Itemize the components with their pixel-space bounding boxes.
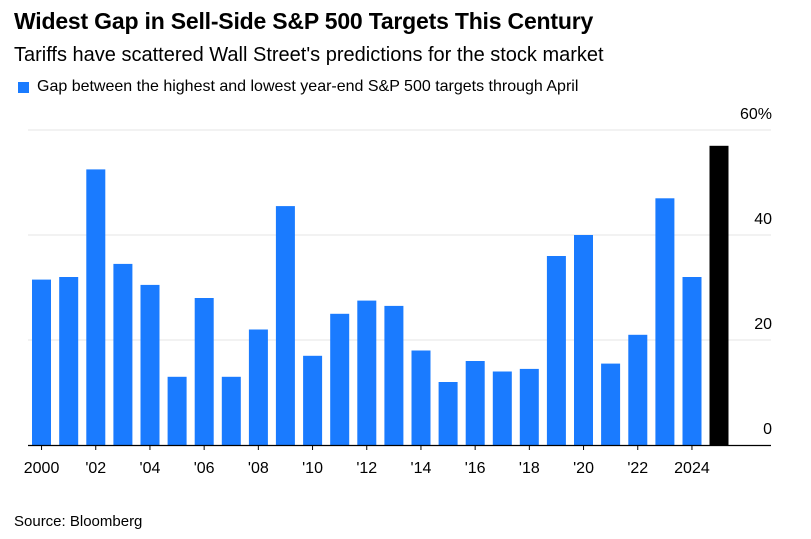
x-tick-label: '04 [140,460,161,477]
bar-2019 [546,256,566,445]
legend-swatch [18,81,29,93]
bar-2005 [167,376,187,446]
bar-2025 [709,145,729,446]
bar-2015 [438,382,458,445]
legend: Gap between the highest and lowest year-… [18,78,578,96]
bar-2008 [248,329,268,445]
bar-2020 [574,235,593,445]
bar-2011 [330,313,350,446]
bar-2000 [32,279,51,445]
y-tick-label: 20 [754,316,772,333]
x-tick-label: 2000 [24,460,60,477]
bar-2021 [601,363,621,445]
x-tick-label: '12 [356,460,377,477]
bar-chart: 2000'02'04'06'08'10'12'14'16'18'20'22 202… [24,106,772,477]
x-axis-ticks: 2000 '02 '04 '06 '08 '10 '12 '14 '16 '18 '20 '22 202… [24,445,710,477]
bar-2018 [519,368,539,445]
bar-2004 [140,284,160,445]
y-tick-label: 0 [763,421,772,438]
x-tick-label: '10 [302,460,323,477]
bar-2016 [465,361,485,445]
x-tick-label: '06 [194,460,215,477]
bar-2013 [384,305,404,445]
bar-2024 [682,277,702,445]
bars [32,145,729,446]
x-tick-label: '22 [627,460,648,477]
x-tick-label: '20 [573,460,594,477]
legend-label: Gap between the highest and lowest year-… [37,78,579,95]
x-tick-label: '18 [519,460,540,477]
bar-2012 [357,300,377,445]
bar-2023 [655,198,675,446]
bar-2017 [492,371,512,445]
bar-2022 [628,334,648,446]
x-tick-label: '02 [85,460,106,477]
bar-2014 [411,350,431,445]
y-tick-label: 40 [754,211,772,228]
chart-title: Widest Gap in Sell-Side S&P 500 Targets … [14,8,594,34]
bar-2003 [113,263,133,445]
x-tick-label: '16 [465,460,486,477]
x-tick-label: '08 [248,460,269,477]
x-tick-label: '14 [411,460,432,477]
y-axis-ticks: 0 20 40 60% [740,106,772,438]
source-note: Source: Bloomberg [14,513,143,530]
chart-subtitle: Tariffs have scattered Wall Street's pre… [14,44,604,66]
x-tick-label: 2024 [674,460,710,477]
bar-2006 [194,298,214,445]
bar-2007 [221,376,241,446]
bar-2009 [275,206,295,445]
bar-2001 [59,277,79,445]
bar-2010 [303,355,323,446]
bar-2002 [86,169,106,445]
y-tick-label: 60% [740,106,772,123]
